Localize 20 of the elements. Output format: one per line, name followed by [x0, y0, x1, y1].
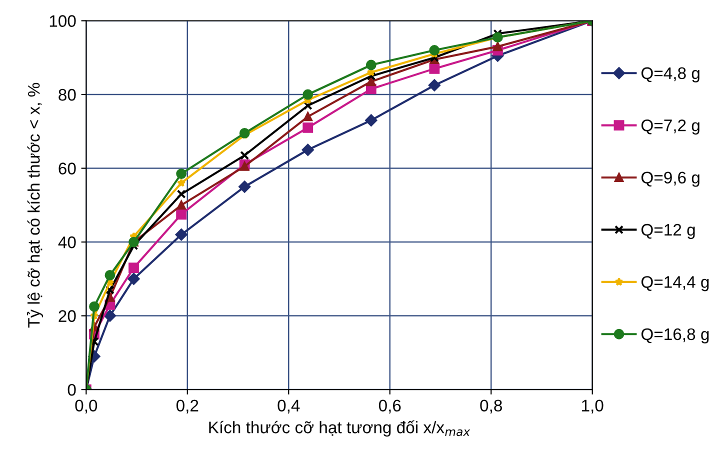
legend-label: Q=14,4 g [641, 276, 709, 292]
y-tick-label: 40 [58, 236, 76, 248]
y-tick-label: 0 [68, 384, 76, 396]
y-tick-label: 60 [58, 162, 76, 174]
x-axis-title: Kích thước cỡ hạt tương đối x/x$_{max}$ [209, 420, 470, 437]
x-tick-label: 0,0 [75, 400, 98, 414]
y-tick-label: 80 [58, 88, 76, 101]
x-tick-label: 0,2 [176, 400, 198, 414]
x-tick-label: 0,8 [480, 400, 502, 414]
legend-label: Q=12 g [641, 224, 695, 240]
legend-label: Q=9,6 g [641, 172, 700, 187]
legend-label: Q=4,8 g [641, 67, 700, 82]
x-tick-label: 0,4 [278, 400, 300, 414]
x-tick-label: 1,0 [582, 400, 604, 414]
y-tick-label: 100 [50, 15, 76, 27]
y-tick-label: 20 [58, 310, 76, 322]
x-tick-label: 0,6 [378, 400, 401, 414]
legend-label: Q=16,8 g [641, 328, 709, 344]
legend-label: Q=7,2 g [641, 120, 700, 135]
y-axis-title: Tỷ lệ cỡ hạt có kích thước < x, % [27, 82, 44, 328]
